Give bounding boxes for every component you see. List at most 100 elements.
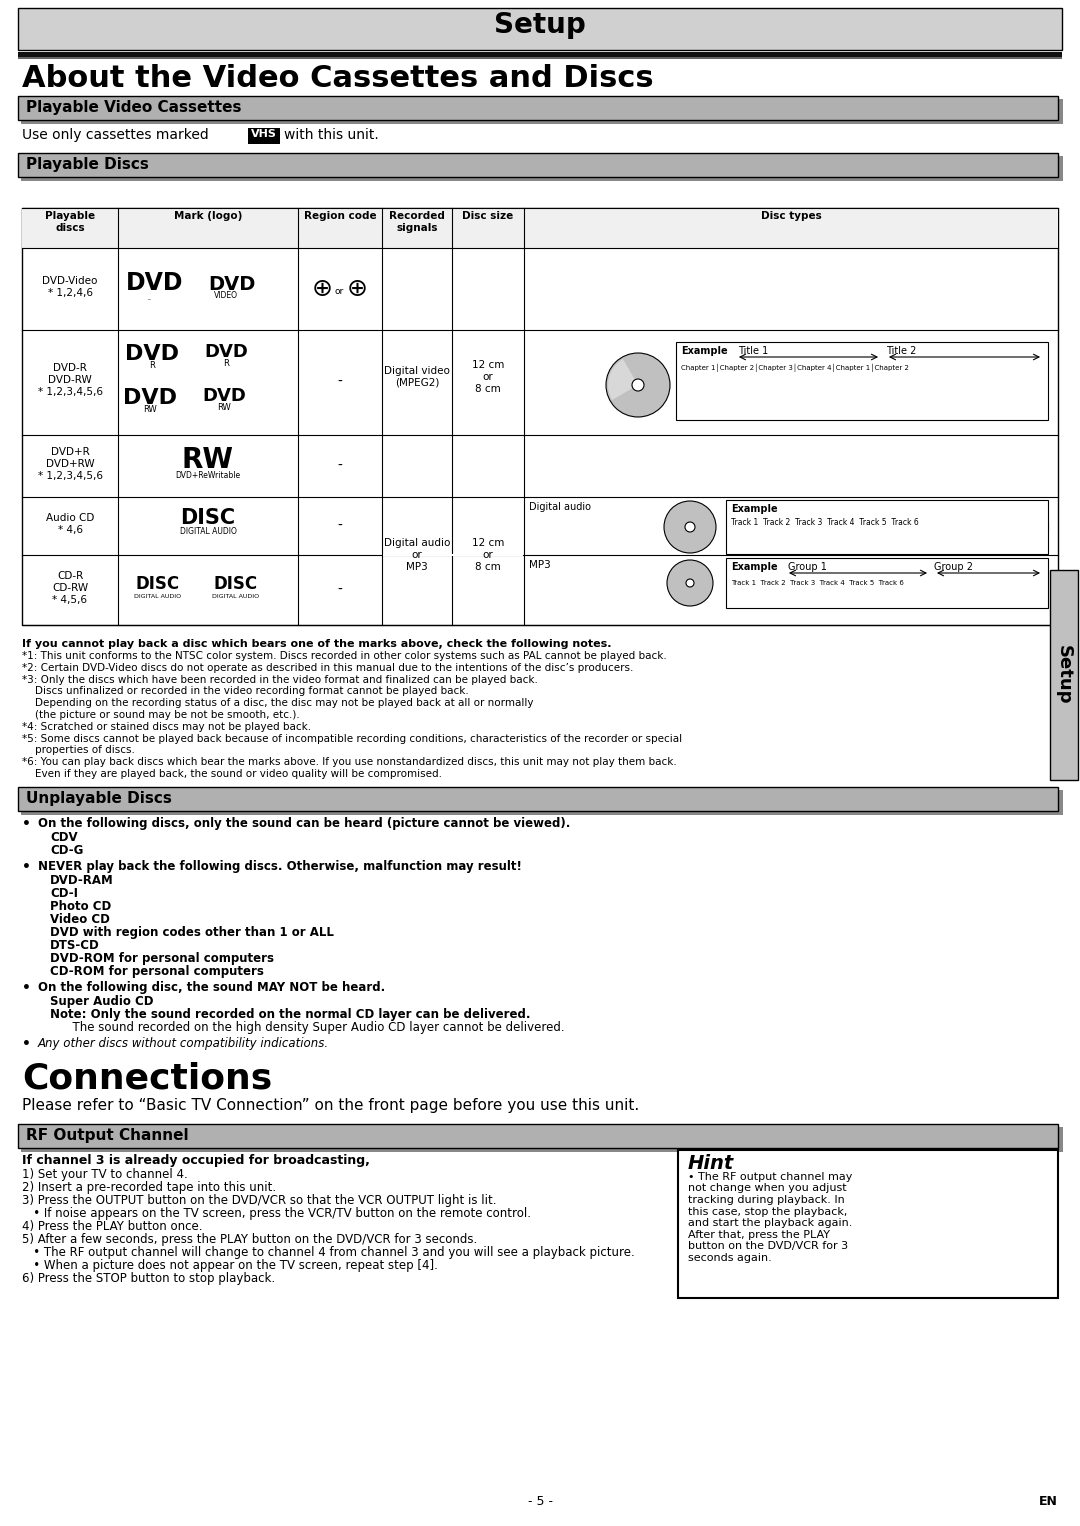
Text: DIGITAL AUDIO: DIGITAL AUDIO (134, 594, 181, 598)
Text: DVD: DVD (123, 388, 177, 407)
Text: CD-G: CD-G (50, 844, 83, 856)
Text: •: • (22, 816, 31, 830)
Text: Example: Example (681, 346, 728, 356)
Text: 5) After a few seconds, press the PLAY button on the DVD/VCR for 3 seconds.: 5) After a few seconds, press the PLAY b… (22, 1233, 477, 1245)
Bar (1058, 790, 1063, 813)
Text: 4) Press the PLAY button once.: 4) Press the PLAY button once. (22, 1219, 203, 1233)
Text: with this unit.: with this unit. (284, 128, 379, 142)
Text: Playable Discs: Playable Discs (26, 157, 149, 172)
Bar (248, 128, 280, 143)
Text: DVD: DVD (126, 272, 184, 295)
Text: NEVER play back the following discs. Otherwise, malfunction may result!: NEVER play back the following discs. Oth… (38, 859, 522, 873)
Bar (18, 1123, 1058, 1148)
Text: 3) Press the OUTPUT button on the DVD/VCR so that the VCR OUTPUT light is lit.: 3) Press the OUTPUT button on the DVD/VC… (22, 1193, 497, 1207)
Text: Setup: Setup (495, 11, 585, 40)
Text: Example: Example (731, 504, 778, 514)
Circle shape (686, 578, 694, 588)
Text: DVD+ReWritable: DVD+ReWritable (175, 472, 241, 481)
Text: DVD: DVD (208, 276, 256, 295)
Text: Track 1  Track 2  Track 3  Track 4  Track 5  Track 6: Track 1 Track 2 Track 3 Track 4 Track 5 … (731, 580, 904, 586)
Bar (18, 153, 1058, 177)
Text: • When a picture does not appear on the TV screen, repeat step [4].: • When a picture does not appear on the … (22, 1259, 437, 1271)
Text: *5: Some discs cannot be played back because of incompatible recording condition: *5: Some discs cannot be played back bec… (22, 734, 683, 743)
Text: On the following disc, the sound MAY NOT be heard.: On the following disc, the sound MAY NOT… (38, 981, 386, 993)
Bar (18, 96, 1058, 121)
Text: Super Audio CD: Super Audio CD (50, 995, 153, 1007)
Text: 6) Press the STOP button to stop playback.: 6) Press the STOP button to stop playbac… (22, 1271, 275, 1285)
Text: R: R (149, 362, 154, 371)
Text: Title 2: Title 2 (886, 346, 916, 356)
Text: *2: Certain DVD-Video discs do not operate as described in this manual due to th: *2: Certain DVD-Video discs do not opera… (22, 662, 633, 673)
Text: If channel 3 is already occupied for broadcasting,: If channel 3 is already occupied for bro… (22, 1154, 369, 1167)
Text: Track 1  Track 2  Track 3  Track 4  Track 5  Track 6: Track 1 Track 2 Track 3 Track 4 Track 5 … (731, 517, 919, 526)
Bar (22, 208, 1058, 249)
Text: R: R (224, 360, 229, 368)
Bar (21, 121, 1063, 124)
Text: ⊕: ⊕ (347, 278, 367, 301)
Text: *1: This unit conforms to the NTSC color system. Discs recorded in other color s: *1: This unit conforms to the NTSC color… (22, 652, 666, 661)
Text: DTS-CD: DTS-CD (50, 938, 99, 952)
Text: Audio CD
* 4,6: Audio CD * 4,6 (45, 513, 94, 534)
Text: • The RF output channel will change to channel 4 from channel 3 and you will see: • The RF output channel will change to c… (22, 1245, 635, 1259)
Bar (1050, 571, 1078, 780)
Text: *4: Scratched or stained discs may not be played back.: *4: Scratched or stained discs may not b… (22, 722, 311, 732)
Text: DVD with region codes other than 1 or ALL: DVD with region codes other than 1 or AL… (50, 926, 334, 938)
Text: Disc size: Disc size (462, 211, 514, 221)
Bar (21, 177, 1063, 182)
Text: CD-R
CD-RW
* 4,5,6: CD-R CD-RW * 4,5,6 (52, 571, 89, 604)
Text: Setup: Setup (1055, 645, 1074, 705)
Text: DVD: DVD (125, 343, 179, 365)
Bar (21, 810, 1063, 815)
Text: Please refer to “Basic TV Connection” on the front page before you use this unit: Please refer to “Basic TV Connection” on… (22, 1097, 639, 1112)
Bar (1058, 99, 1063, 124)
Circle shape (667, 560, 713, 606)
Text: Connections: Connections (22, 1062, 272, 1096)
Text: • If noise appears on the TV screen, press the VCR/TV button on the remote contr: • If noise appears on the TV screen, pre… (22, 1207, 531, 1219)
Text: On the following discs, only the sound can be heard (picture cannot be viewed).: On the following discs, only the sound c… (38, 816, 570, 830)
Circle shape (606, 353, 670, 417)
Text: DVD: DVD (202, 388, 246, 404)
Text: Even if they are played back, the sound or video quality will be compromised.: Even if they are played back, the sound … (22, 769, 442, 778)
Text: CDV: CDV (50, 830, 78, 844)
Text: DVD-ROM for personal computers: DVD-ROM for personal computers (50, 952, 274, 964)
Text: -: - (338, 583, 342, 597)
Text: DISC: DISC (180, 508, 235, 528)
Text: ⊕: ⊕ (311, 278, 333, 301)
Text: DVD-Video
* 1,2,4,6: DVD-Video * 1,2,4,6 (42, 276, 97, 298)
Circle shape (664, 501, 716, 552)
Bar (1058, 156, 1063, 180)
Text: CD-ROM for personal computers: CD-ROM for personal computers (50, 964, 264, 978)
Text: -: - (338, 519, 342, 533)
Text: EN: EN (1039, 1495, 1058, 1508)
Text: -: - (338, 375, 342, 389)
Text: •: • (22, 859, 31, 874)
Text: Example: Example (731, 562, 778, 572)
Text: Unplayable Discs: Unplayable Discs (26, 790, 172, 806)
Text: 12 cm
or
8 cm: 12 cm or 8 cm (472, 539, 504, 572)
Text: Any other discs without compatibility indications.: Any other discs without compatibility in… (38, 1036, 329, 1050)
Text: Group 2: Group 2 (934, 562, 973, 572)
Text: •: • (22, 981, 31, 995)
Text: Mark (logo): Mark (logo) (174, 211, 242, 221)
Bar (18, 787, 1058, 810)
Text: or: or (335, 287, 343, 296)
Text: About the Video Cassettes and Discs: About the Video Cassettes and Discs (22, 64, 653, 93)
Bar (678, 1149, 1058, 1297)
Text: • The RF output channel may
not change when you adjust
tracking during playback.: • The RF output channel may not change w… (688, 1172, 852, 1264)
Text: If you cannot play back a disc which bears one of the marks above, check the fol: If you cannot play back a disc which bea… (22, 639, 611, 649)
Text: DIGITAL AUDIO: DIGITAL AUDIO (179, 528, 237, 537)
Text: DISC: DISC (136, 575, 180, 594)
Text: DVD: DVD (204, 343, 248, 362)
Text: *3: Only the discs which have been recorded in the video format and finalized ca: *3: Only the discs which have been recor… (22, 674, 538, 685)
Text: Playable Video Cassettes: Playable Video Cassettes (26, 101, 242, 114)
Text: Region code: Region code (303, 211, 376, 221)
Text: Hint: Hint (688, 1154, 734, 1173)
Text: Photo CD: Photo CD (50, 900, 111, 913)
Text: RW: RW (217, 403, 231, 412)
Bar (1058, 1126, 1063, 1151)
Text: - 5 -: - 5 - (527, 1495, 553, 1508)
Text: Depending on the recording status of a disc, the disc may not be played back at : Depending on the recording status of a d… (22, 699, 534, 708)
Bar (726, 501, 1048, 554)
Bar (18, 56, 1062, 60)
Text: DIGITAL AUDIO: DIGITAL AUDIO (213, 594, 259, 598)
